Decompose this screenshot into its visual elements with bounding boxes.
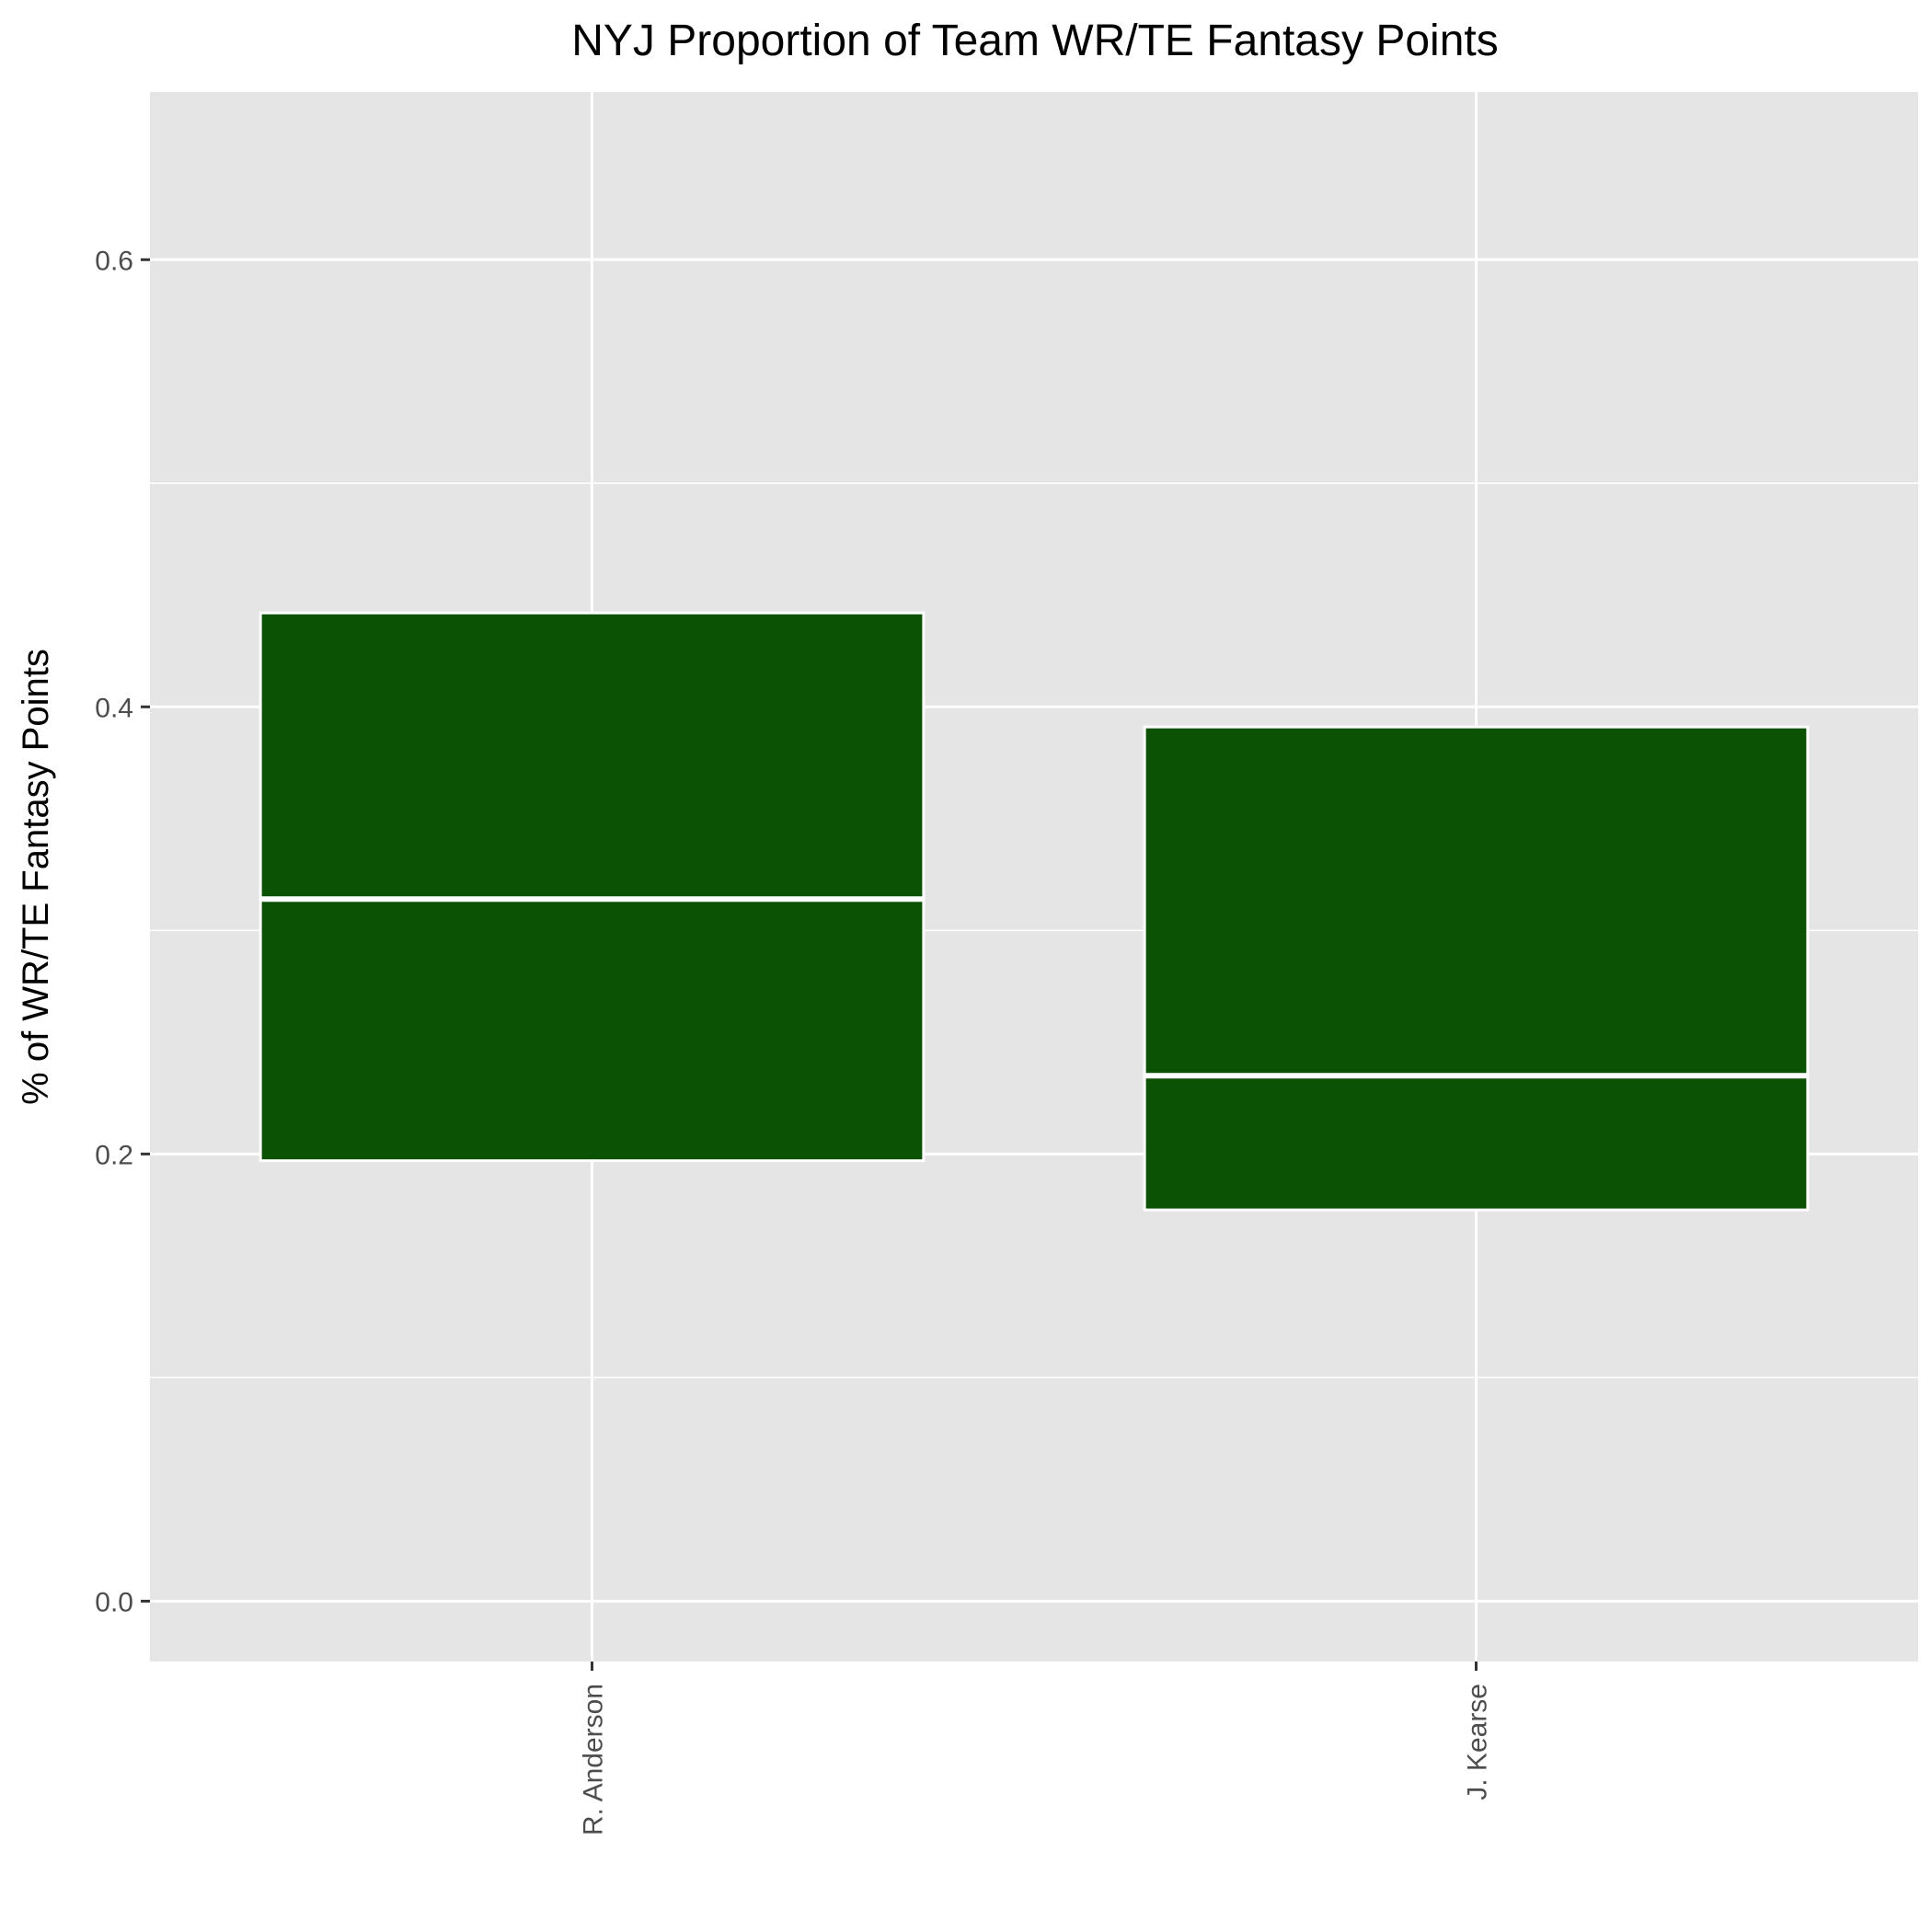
boxes: [259, 611, 1810, 1212]
y-tick-label: 0.6: [95, 246, 133, 276]
y-tick-label: 0.4: [95, 693, 133, 723]
box-r-anderson: [259, 611, 926, 1163]
x-tick-label: R. Anderson: [579, 1684, 609, 1835]
y-tick-label: 0.2: [95, 1140, 133, 1170]
axes: 0.0 0.2 0.4 0.6 R. Anderson J. Kearse: [95, 246, 1492, 1835]
chart-title: NYJ Proportion of Team WR/TE Fantasy Poi…: [571, 17, 1498, 65]
y-tick-label: 0.0: [95, 1587, 133, 1617]
grid-lines: [150, 92, 1918, 1662]
box-iqr: [259, 611, 926, 1163]
box-iqr: [1143, 725, 1810, 1212]
box-j-kearse: [1143, 725, 1810, 1212]
y-axis-title: % of WR/TE Fantasy Points: [16, 649, 56, 1105]
x-tick-label: J. Kearse: [1463, 1684, 1493, 1800]
